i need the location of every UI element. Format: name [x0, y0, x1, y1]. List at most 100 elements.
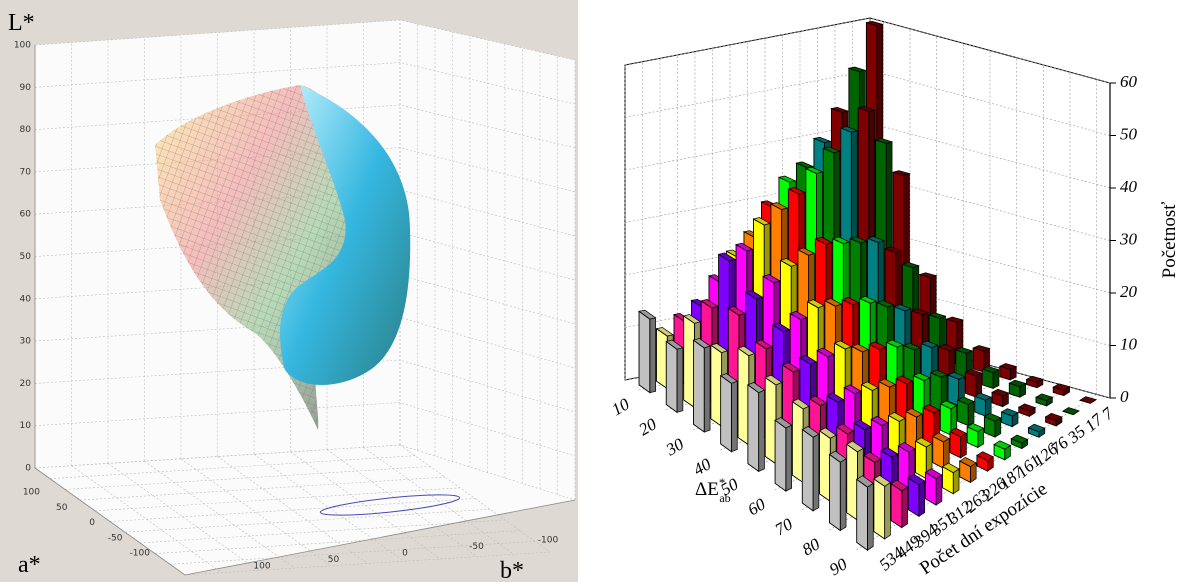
- bar-side: [994, 417, 1002, 438]
- bar: [1035, 393, 1054, 407]
- bar: [959, 456, 977, 484]
- bar-side: [731, 380, 738, 453]
- bar3d-plot: 0102030405060102030405060708090717357612…: [608, 17, 1138, 579]
- bar: [873, 474, 892, 540]
- z-tick-label: 20: [1120, 282, 1138, 301]
- bar-face: [683, 315, 695, 409]
- bar-face: [1079, 399, 1091, 404]
- bar: [665, 339, 684, 414]
- x-tick-label: 0: [89, 518, 95, 528]
- bar-side: [812, 433, 820, 512]
- bar: [747, 382, 766, 473]
- z-tick-label: 90: [20, 83, 32, 93]
- x-tick-label: 30: [662, 434, 688, 460]
- z-tick-label: 0: [25, 464, 31, 474]
- z-tick-label: 40: [1120, 177, 1138, 196]
- bar: [976, 451, 995, 472]
- bar-face: [1026, 378, 1038, 389]
- bar-face: [982, 368, 994, 390]
- floor-line: [139, 519, 506, 544]
- floor-line: [109, 498, 476, 522]
- axis-label: Početnosť: [1159, 202, 1180, 279]
- bar-face: [829, 453, 841, 532]
- bar: [972, 345, 991, 373]
- bar: [981, 366, 1000, 390]
- bar: [1010, 434, 1029, 450]
- x-tick-label: 40: [690, 454, 715, 479]
- bar-side: [935, 474, 943, 506]
- bar: [949, 427, 968, 459]
- floor-line: [217, 456, 368, 564]
- bar-face: [737, 347, 750, 446]
- axis-label: a*: [18, 552, 41, 578]
- bar-face: [1027, 427, 1040, 438]
- bar-face: [764, 376, 777, 465]
- z-tick-label: 30: [20, 337, 32, 347]
- bar: [828, 450, 847, 532]
- bar-face: [791, 400, 804, 484]
- y-tick-label: -100: [538, 536, 559, 546]
- axis-label: L*: [8, 10, 35, 36]
- bar-side: [918, 480, 926, 517]
- x-tick-label: 50: [56, 503, 68, 513]
- bar-side: [867, 482, 874, 551]
- bar: [774, 417, 793, 493]
- bar-side: [967, 400, 975, 427]
- bar-face: [1008, 382, 1021, 398]
- floor-line: [79, 476, 446, 501]
- bar: [1027, 423, 1046, 438]
- bar-side: [960, 432, 967, 459]
- bar-face: [1010, 438, 1023, 450]
- bar-side: [884, 481, 891, 540]
- bar-side: [970, 462, 977, 484]
- bar-face: [915, 440, 927, 480]
- bar: [719, 373, 738, 453]
- bar-face: [942, 465, 954, 495]
- z-tick-label: 10: [20, 421, 32, 431]
- bar: [993, 440, 1012, 461]
- y-tick-label: -50: [469, 542, 484, 552]
- gamut-projection: [319, 494, 461, 516]
- bar-face: [774, 419, 787, 493]
- bar-face: [966, 426, 979, 449]
- y-tick-label: 100: [253, 562, 270, 572]
- x-tick-label: 60: [744, 494, 769, 519]
- floor-line: [326, 449, 478, 557]
- bar: [998, 363, 1018, 381]
- bar: [1000, 408, 1019, 428]
- floor-line: [399, 444, 551, 553]
- bar-face: [1045, 416, 1057, 427]
- bar-face: [993, 443, 1006, 461]
- gamut-plot: 0 10 20 30 40 50 60 70 80 90 100 100 50 0 -50 -100 100 50…: [14, 19, 576, 576]
- bar-side: [676, 347, 684, 413]
- bar: [856, 475, 874, 552]
- bar: [966, 423, 985, 449]
- floor-line: [124, 508, 491, 533]
- bar: [932, 432, 950, 469]
- bar: [801, 426, 820, 512]
- grid-line: [34, 62, 576, 105]
- bar-face: [999, 365, 1011, 381]
- bar-face: [947, 374, 960, 407]
- bar-side: [1073, 410, 1080, 415]
- floor-line: [94, 487, 461, 512]
- bar: [638, 309, 657, 394]
- bar: [939, 400, 958, 436]
- x-tick-label: 10: [608, 394, 633, 419]
- bar-side: [649, 317, 657, 394]
- grid-line: [624, 17, 1111, 84]
- x-tick-label: 70: [772, 514, 797, 539]
- y-tick-label: 50: [328, 555, 340, 565]
- bar: [791, 398, 810, 484]
- bar: [1079, 396, 1098, 404]
- z-tick-label: 80: [20, 125, 32, 135]
- floor-line: [49, 455, 416, 479]
- axis-label: b*: [500, 558, 524, 582]
- bar-face: [1035, 396, 1048, 407]
- grid-line: [34, 359, 576, 413]
- bar-face: [924, 471, 937, 506]
- z-tick-label: 0: [1120, 387, 1129, 406]
- bar-face: [991, 391, 1004, 408]
- bar-face: [964, 371, 977, 398]
